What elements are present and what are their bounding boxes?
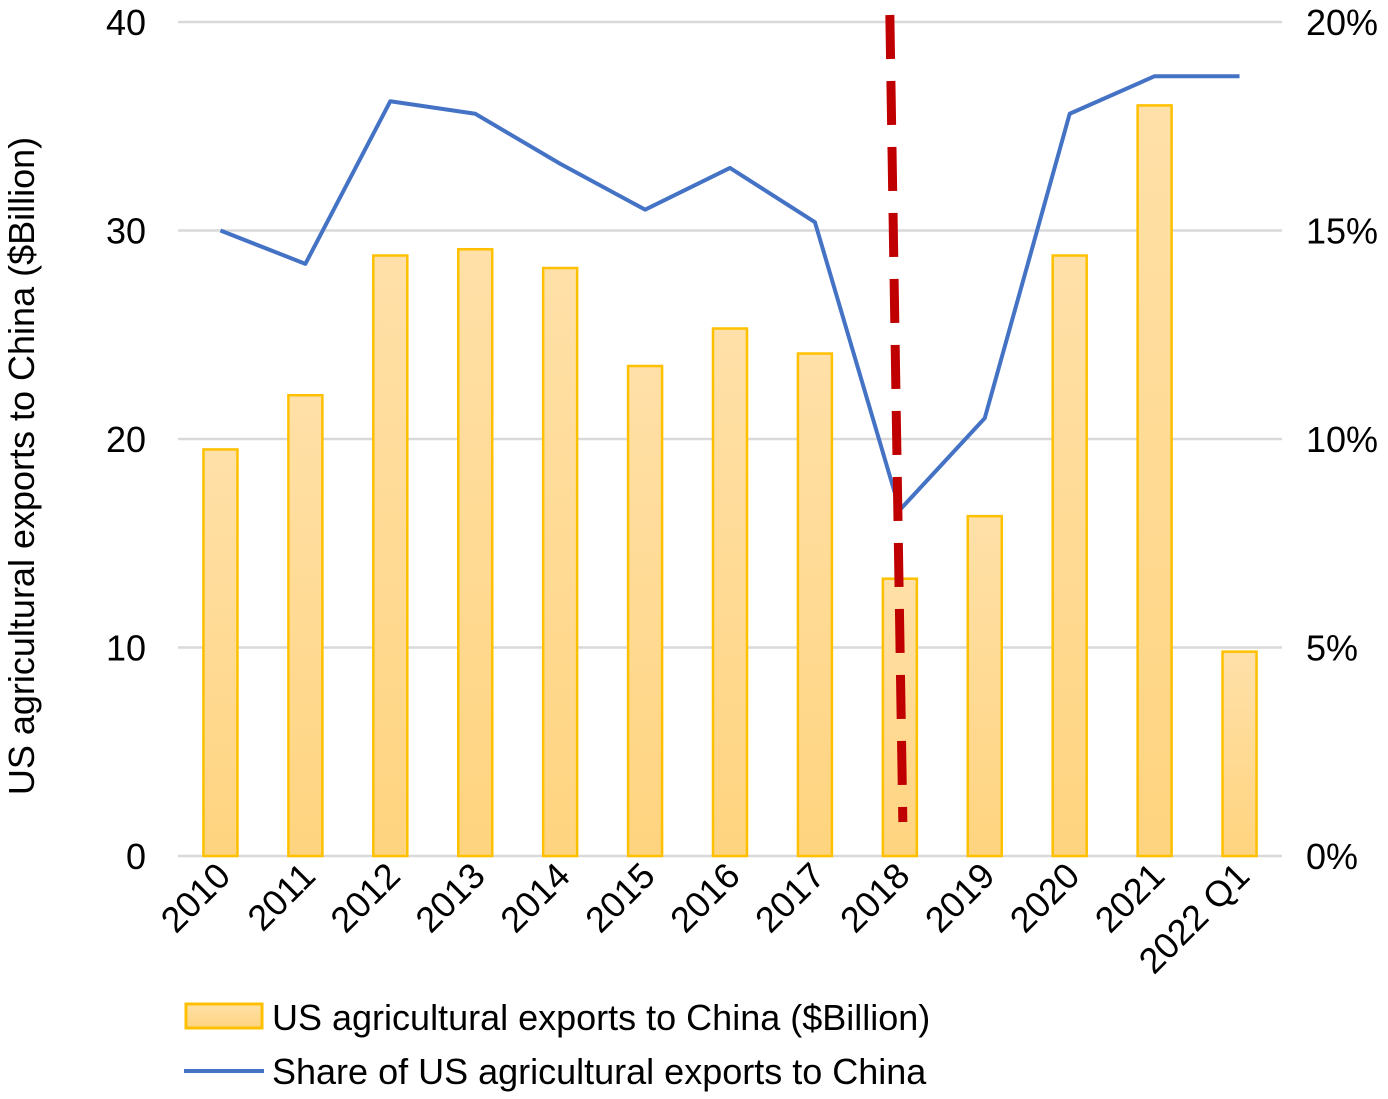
bar	[202, 448, 239, 858]
annotation	[885, 14, 908, 823]
x-tick-label: 2020	[1002, 855, 1088, 941]
bar	[1136, 104, 1173, 858]
y-axis-label: US agricultural exports to China ($Billi…	[1, 137, 42, 795]
y2-tick-label: 10%	[1306, 419, 1378, 460]
bar-series	[202, 104, 1258, 858]
bar	[1221, 650, 1258, 858]
left-axis: 0 10 20 30 40	[106, 2, 146, 877]
x-tick-label: 2015	[577, 855, 663, 941]
bar	[966, 514, 1004, 858]
line-series	[219, 74, 1240, 512]
x-tick-label: 2011	[239, 855, 323, 939]
x-tick-label: 2017	[747, 855, 833, 941]
bar	[626, 364, 664, 858]
y-tick-label: 30	[106, 211, 146, 252]
share-line	[219, 74, 1240, 512]
x-tick-label: 2016	[662, 855, 748, 941]
bar	[711, 327, 749, 858]
x-axis: 2010 2011 2012 2013 2014 2015 2016 2017 2018 2019…	[152, 855, 1257, 982]
y2-tick-label: 20%	[1306, 2, 1378, 43]
x-tick-label: 2019	[917, 855, 1003, 941]
x-tick-label: 2013	[407, 855, 493, 941]
y-tick-label: 0	[126, 836, 146, 877]
legend-swatch-bars	[184, 1002, 264, 1030]
y-tick-label: 40	[106, 2, 146, 43]
y-tick-label: 10	[106, 628, 146, 669]
y2-tick-label: 15%	[1306, 211, 1378, 252]
legend-label-line: Share of US agricultural exports to Chin…	[272, 1051, 927, 1092]
bar	[541, 266, 579, 858]
bar	[1051, 254, 1088, 858]
bar	[456, 248, 494, 858]
y-tick-label: 20	[106, 419, 146, 460]
bar	[796, 352, 834, 858]
x-tick-label: 2018	[832, 855, 918, 941]
bar	[372, 254, 409, 858]
legend-label-bars: US agricultural exports to China ($Billi…	[272, 997, 930, 1038]
legend: US agricultural exports to China ($Billi…	[184, 997, 930, 1092]
x-tick-label: 2012	[322, 855, 408, 941]
y2-tick-label: 0%	[1306, 836, 1358, 877]
right-axis: 0% 5% 10% 15% 20%	[1306, 2, 1378, 877]
y2-tick-label: 5%	[1306, 628, 1358, 669]
x-tick-label: 2014	[492, 855, 578, 941]
dashed-marker-line	[885, 14, 908, 823]
bar	[287, 393, 324, 858]
x-tick-label: 2010	[152, 855, 238, 941]
